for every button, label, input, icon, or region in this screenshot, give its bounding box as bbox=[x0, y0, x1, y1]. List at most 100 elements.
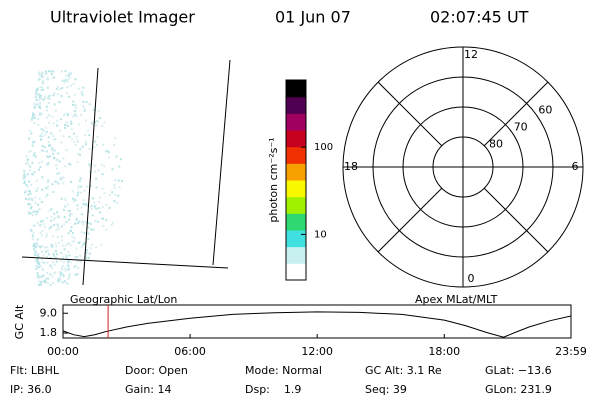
speckle bbox=[73, 237, 76, 240]
speckle bbox=[37, 208, 40, 211]
speckle bbox=[25, 183, 28, 186]
speckle bbox=[41, 257, 44, 260]
speckle bbox=[88, 147, 91, 150]
speckle bbox=[38, 102, 41, 105]
color-band bbox=[286, 130, 306, 148]
color-band bbox=[286, 196, 306, 214]
speckle bbox=[72, 100, 75, 103]
speckle bbox=[61, 80, 64, 83]
speckle bbox=[36, 103, 39, 106]
speckle bbox=[90, 207, 93, 210]
plot-frame bbox=[62, 304, 572, 339]
speckle bbox=[87, 232, 90, 235]
speckle bbox=[34, 259, 37, 262]
speckle bbox=[50, 219, 53, 222]
image-label: Apex MLat/MLT bbox=[415, 293, 498, 306]
speckle bbox=[43, 95, 46, 98]
speckle bbox=[39, 166, 42, 169]
speckle bbox=[41, 230, 44, 233]
speckle bbox=[33, 252, 36, 255]
speckle bbox=[70, 122, 73, 125]
angle-label: 18 bbox=[344, 160, 358, 173]
speckle bbox=[68, 162, 71, 165]
speckle bbox=[89, 247, 92, 250]
speckle bbox=[60, 70, 63, 73]
speckle bbox=[64, 165, 67, 168]
speckle bbox=[52, 122, 55, 125]
speckle bbox=[42, 254, 45, 257]
speckle bbox=[27, 163, 30, 166]
image-label: Geographic Lat/Lon bbox=[70, 293, 177, 306]
info-field: Flt: LBHL bbox=[10, 364, 60, 377]
speckle bbox=[48, 97, 51, 100]
speckle bbox=[55, 167, 58, 170]
speckle bbox=[60, 239, 63, 242]
speckle bbox=[68, 274, 71, 277]
speckle bbox=[41, 144, 44, 147]
speckle bbox=[75, 216, 78, 219]
speckle bbox=[38, 73, 41, 76]
speckle bbox=[114, 179, 117, 182]
speckle bbox=[33, 113, 36, 116]
speckle bbox=[46, 187, 49, 190]
speckle bbox=[79, 254, 82, 257]
speckle bbox=[85, 221, 88, 224]
speckle bbox=[92, 197, 95, 200]
speckle bbox=[34, 254, 37, 257]
speckle bbox=[47, 136, 50, 139]
speckle bbox=[108, 206, 111, 209]
speckle bbox=[68, 77, 71, 80]
speckle bbox=[51, 77, 54, 80]
info-field: GC Alt: 3.1 Re bbox=[365, 364, 442, 377]
speckle bbox=[69, 261, 72, 264]
speckle bbox=[89, 103, 92, 106]
speckle bbox=[75, 256, 78, 259]
speckle bbox=[64, 126, 67, 129]
speckle bbox=[38, 162, 41, 165]
speckle bbox=[28, 169, 31, 172]
speckle bbox=[59, 273, 62, 276]
speckle bbox=[97, 169, 100, 172]
speckle bbox=[118, 186, 121, 189]
speckle bbox=[45, 255, 48, 258]
speckle bbox=[70, 84, 73, 87]
speckle bbox=[35, 89, 38, 92]
speckle bbox=[103, 121, 106, 124]
speckle bbox=[35, 99, 38, 102]
speckle bbox=[114, 193, 117, 196]
speckle bbox=[74, 78, 77, 81]
speckle bbox=[97, 109, 100, 112]
speckle bbox=[76, 139, 79, 142]
speckle bbox=[108, 194, 111, 197]
speckle bbox=[36, 266, 39, 269]
speckle bbox=[68, 72, 71, 75]
speckle bbox=[62, 114, 65, 117]
speckle bbox=[120, 180, 123, 183]
speckle bbox=[42, 150, 45, 153]
speckle bbox=[56, 85, 59, 88]
speckle bbox=[74, 113, 77, 116]
speckle bbox=[45, 70, 48, 73]
speckle bbox=[100, 243, 103, 246]
speckle bbox=[93, 146, 96, 149]
speckle bbox=[31, 141, 34, 144]
speckle bbox=[84, 133, 87, 136]
speckle bbox=[58, 171, 61, 174]
speckle bbox=[95, 144, 98, 147]
speckle bbox=[29, 165, 32, 168]
speckle bbox=[31, 213, 34, 216]
grid-ring bbox=[432, 136, 494, 198]
speckle bbox=[45, 109, 48, 112]
speckle bbox=[59, 176, 62, 179]
speckle bbox=[68, 214, 71, 217]
speckle bbox=[105, 150, 108, 153]
info-field: Seq: 39 bbox=[365, 383, 407, 396]
speckle bbox=[67, 259, 70, 262]
speckle bbox=[94, 219, 97, 222]
speckle bbox=[55, 164, 58, 167]
speckle bbox=[33, 105, 36, 108]
speckle bbox=[81, 145, 84, 148]
speckle bbox=[37, 123, 40, 126]
speckle bbox=[106, 149, 109, 152]
tick-label: 10 bbox=[314, 229, 327, 240]
